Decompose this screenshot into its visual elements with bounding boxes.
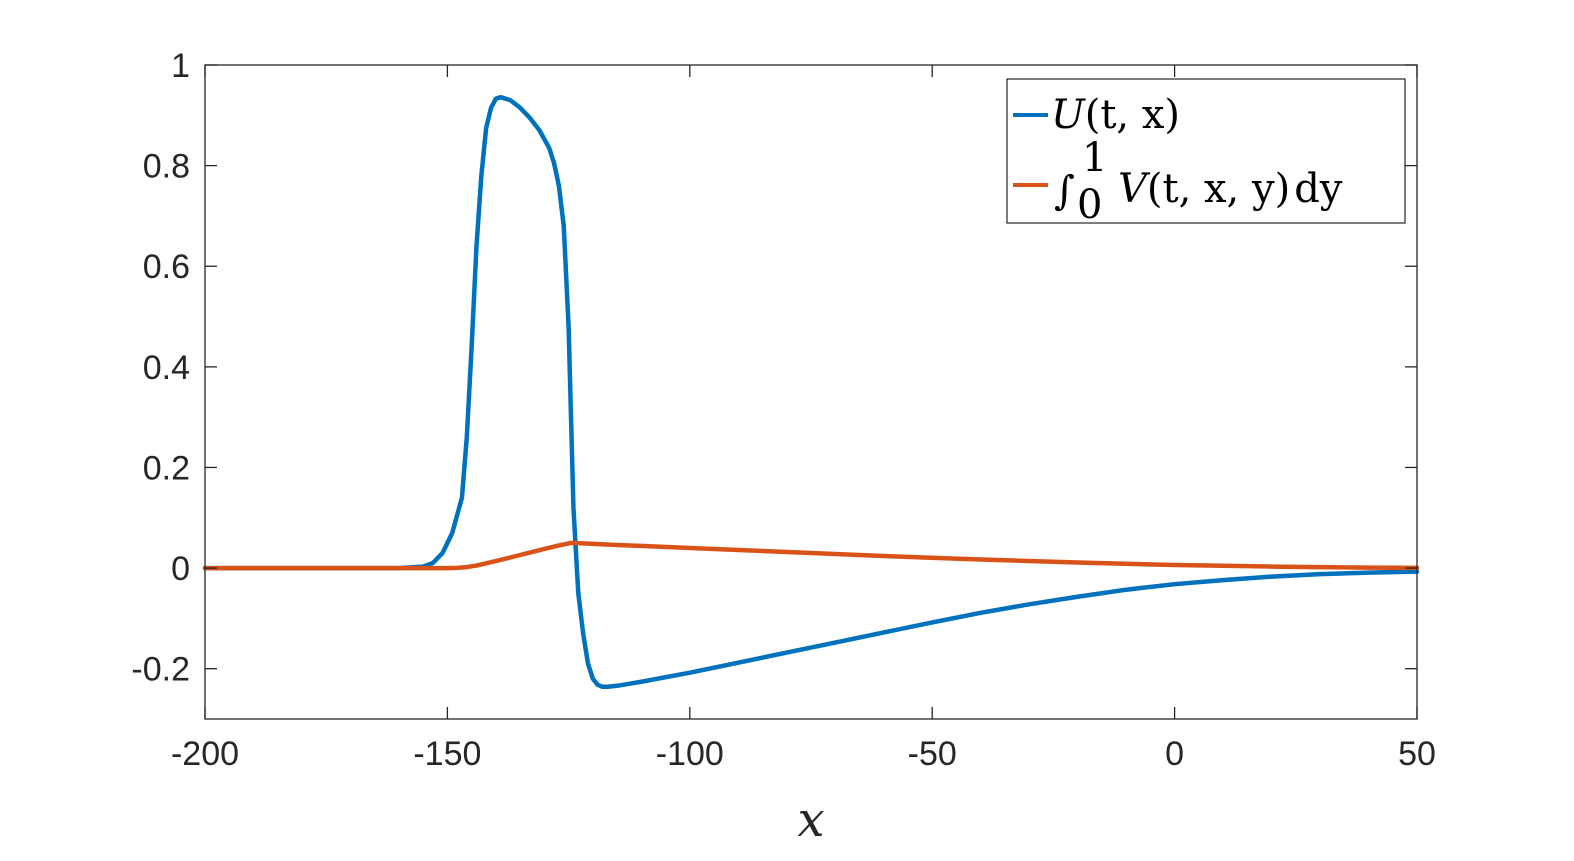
legend-u-main: U	[1051, 92, 1086, 138]
series-line-1	[202, 540, 1420, 571]
y-tick-label: 0.2	[143, 449, 190, 487]
legend-v-differential: dy	[1294, 166, 1343, 212]
legend-integral-sign: ∫	[1054, 168, 1075, 214]
legend: U(t, x) ∫ 0 1 V(t, x, y) dy	[1006, 78, 1406, 228]
x-tick-label: -50	[908, 735, 957, 773]
x-axis-label: x	[797, 792, 824, 848]
series-layer	[202, 94, 1420, 690]
legend-label-v: V(t, x, y) dy	[1118, 166, 1343, 212]
x-tick-label: -200	[171, 735, 239, 773]
legend-box	[1006, 78, 1406, 224]
legend-label-u: U(t, x)	[1051, 92, 1180, 138]
x-tick-label: -100	[656, 735, 724, 773]
y-tick-label: -0.2	[131, 651, 190, 689]
x-tick-label: 0	[1165, 735, 1184, 773]
legend-integral-upper: 1	[1082, 135, 1107, 181]
legend-v-main: V	[1118, 166, 1151, 212]
y-tick-label: 0.4	[143, 349, 190, 387]
y-tick-label: 1	[171, 47, 190, 85]
x-tick-label: -150	[413, 735, 481, 773]
series-line-0	[202, 94, 1420, 690]
x-tick-label: 50	[1398, 735, 1436, 773]
legend-u-args: (t, x)	[1085, 92, 1180, 138]
legend-v-args: (t, x, y)	[1147, 166, 1290, 212]
axes-box	[204, 64, 1418, 720]
legend-integral-lower: 0	[1077, 182, 1102, 228]
y-tick-label: 0.6	[143, 248, 190, 286]
y-tick-label: 0	[171, 550, 190, 588]
axes-layer: -200 -150 -100 -50 0 50 -0.2 0 0.2 0.4 0.6 0.8 1	[131, 47, 1436, 773]
y-tick-label: 0.8	[143, 148, 190, 186]
